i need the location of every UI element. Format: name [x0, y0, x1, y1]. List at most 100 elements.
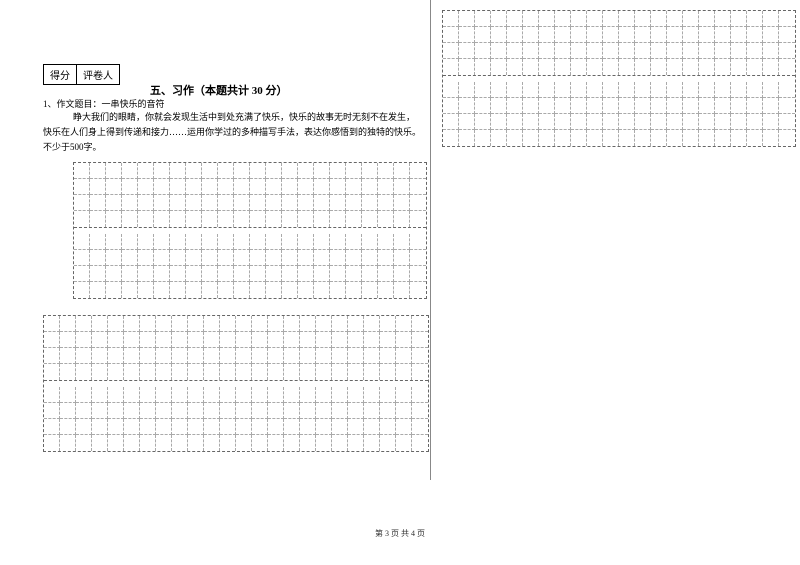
grid-cell	[731, 59, 747, 75]
grid-cell	[250, 250, 266, 266]
grid-cell	[410, 195, 426, 211]
grid-cell	[459, 130, 475, 146]
grid-cell	[298, 179, 314, 195]
grid-cell	[459, 27, 475, 43]
grid-cell	[268, 419, 284, 435]
grid-cell	[138, 266, 154, 282]
grid-cell	[330, 234, 346, 250]
grid-cell	[268, 435, 284, 451]
grid-cell	[380, 403, 396, 419]
grid-cell	[394, 282, 410, 298]
grid-cell	[364, 387, 380, 403]
grid-cell	[364, 419, 380, 435]
grid-cell	[170, 195, 186, 211]
grid-cell	[364, 348, 380, 364]
grid-cell	[300, 332, 316, 348]
grid-cell	[619, 114, 635, 130]
grid-row	[44, 332, 428, 348]
grid-cell	[124, 403, 140, 419]
grid-cell	[76, 364, 92, 380]
grid-cell	[188, 435, 204, 451]
grid-cell	[156, 419, 172, 435]
grid-cell	[378, 282, 394, 298]
grid-cell	[378, 266, 394, 282]
grid-cell	[74, 211, 90, 227]
grid-cell	[459, 114, 475, 130]
grid-cell	[234, 195, 250, 211]
grid-cell	[362, 195, 378, 211]
grid-cell	[667, 82, 683, 98]
grid-cell	[204, 316, 220, 332]
grid-cell	[234, 282, 250, 298]
grid-cell	[60, 387, 76, 403]
grid-cell	[170, 163, 186, 179]
grid-cell	[282, 163, 298, 179]
grid-cell	[475, 98, 491, 114]
grid-cell	[332, 364, 348, 380]
grid-cell	[667, 130, 683, 146]
grid-cell	[651, 114, 667, 130]
grid-cell	[122, 266, 138, 282]
grid-cell	[348, 387, 364, 403]
grid-cell	[172, 419, 188, 435]
grid-cell	[186, 179, 202, 195]
grid-cell	[651, 11, 667, 27]
grid-cell	[587, 11, 603, 27]
grid-cell	[348, 348, 364, 364]
grid-cell	[156, 387, 172, 403]
grader-label: 评卷人	[77, 65, 119, 84]
grid-cell	[124, 387, 140, 403]
grid-cell	[92, 364, 108, 380]
grid-cell	[234, 163, 250, 179]
grid-cell	[76, 419, 92, 435]
grid-cell	[316, 435, 332, 451]
grid-cell	[266, 179, 282, 195]
grid-row	[443, 11, 795, 27]
grid-cell	[380, 435, 396, 451]
grid-cell	[346, 211, 362, 227]
grid-cell	[380, 387, 396, 403]
grid-cell	[188, 387, 204, 403]
grid-cell	[76, 387, 92, 403]
grid-cell	[715, 43, 731, 59]
grid-cell	[154, 234, 170, 250]
grid-cell	[412, 419, 428, 435]
grid-cell	[587, 82, 603, 98]
grid-cell	[202, 250, 218, 266]
grid-cell	[715, 98, 731, 114]
grid-cell	[218, 195, 234, 211]
grid-cell	[364, 403, 380, 419]
grid-cell	[699, 43, 715, 59]
grid-cell	[106, 266, 122, 282]
grid-cell	[699, 59, 715, 75]
grid-cell	[651, 130, 667, 146]
grid-cell	[300, 316, 316, 332]
grid-cell	[667, 114, 683, 130]
grid-cell	[507, 59, 523, 75]
grid-cell	[252, 364, 268, 380]
grid-cell	[587, 114, 603, 130]
grid-cell	[378, 179, 394, 195]
grid-cell	[330, 250, 346, 266]
grid-cell	[282, 211, 298, 227]
grid-cell	[362, 211, 378, 227]
grid-cell	[220, 387, 236, 403]
grid-cell	[332, 332, 348, 348]
grid-cell	[332, 403, 348, 419]
grid-cell	[316, 364, 332, 380]
grid-cell	[284, 332, 300, 348]
grid-cell	[523, 11, 539, 27]
grid-cell	[252, 332, 268, 348]
grid-cell	[747, 130, 763, 146]
grid-cell	[699, 114, 715, 130]
grid-cell	[156, 435, 172, 451]
grid-cell	[170, 282, 186, 298]
grid-cell	[571, 114, 587, 130]
grid-cell	[443, 27, 459, 43]
section-title: 五、习作（本题共计 30 分）	[150, 82, 288, 98]
grid-cell	[122, 179, 138, 195]
grid-cell	[202, 195, 218, 211]
grid-cell	[170, 211, 186, 227]
grid-cell	[715, 130, 731, 146]
grid-cell	[683, 98, 699, 114]
